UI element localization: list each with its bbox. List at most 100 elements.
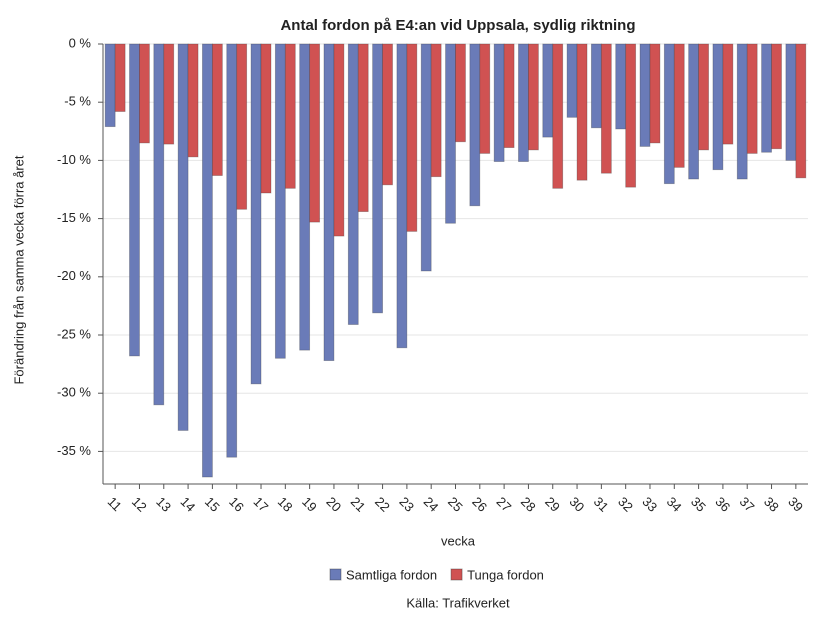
bar bbox=[761, 43, 772, 153]
x-tick-label: 37 bbox=[737, 494, 758, 515]
x-tick-label: 30 bbox=[566, 494, 587, 515]
bar bbox=[615, 43, 627, 130]
x-tick-label: 28 bbox=[518, 494, 539, 515]
y-tick-label: -20 % bbox=[57, 268, 91, 283]
bar bbox=[323, 43, 335, 362]
y-tick-label: 0 % bbox=[69, 35, 92, 50]
bar bbox=[746, 43, 758, 154]
bar bbox=[177, 43, 189, 431]
x-tick-label: 16 bbox=[226, 494, 247, 515]
x-tick-label: 32 bbox=[615, 494, 636, 515]
x-tick-label: 20 bbox=[323, 494, 344, 515]
x-tick-label: 12 bbox=[129, 494, 150, 515]
bar bbox=[600, 43, 612, 174]
bar bbox=[590, 43, 602, 129]
x-tick-label: 24 bbox=[421, 494, 442, 515]
bar bbox=[785, 43, 797, 161]
bar bbox=[736, 43, 748, 180]
bar bbox=[347, 43, 359, 325]
bar bbox=[406, 43, 418, 232]
bar bbox=[542, 43, 554, 138]
bar bbox=[503, 43, 515, 148]
x-tick-label: 13 bbox=[153, 494, 174, 515]
bar bbox=[625, 43, 637, 188]
bar bbox=[202, 43, 213, 478]
y-tick-label: -15 % bbox=[57, 210, 91, 225]
bar bbox=[163, 43, 175, 145]
bar bbox=[712, 43, 724, 171]
bar bbox=[260, 43, 272, 194]
bar bbox=[576, 43, 588, 181]
x-tick-label: 27 bbox=[494, 494, 515, 515]
bar bbox=[649, 43, 661, 144]
x-tick-label: 17 bbox=[250, 494, 271, 515]
x-tick-label: 33 bbox=[639, 494, 660, 515]
x-axis-label: vecka bbox=[441, 533, 476, 548]
bar bbox=[663, 43, 675, 185]
y-tick-label: -10 % bbox=[57, 152, 91, 167]
x-tick-label: 22 bbox=[372, 494, 393, 515]
bar bbox=[333, 43, 345, 237]
bar bbox=[552, 43, 564, 189]
x-tick-label: 18 bbox=[275, 494, 296, 515]
bar bbox=[673, 43, 685, 168]
x-tick-label: 36 bbox=[712, 494, 733, 515]
bar bbox=[139, 43, 150, 144]
source: Källa: Trafikverket bbox=[406, 595, 510, 610]
bar bbox=[236, 43, 248, 210]
x-tick-label: 15 bbox=[202, 494, 223, 515]
bar bbox=[114, 43, 126, 112]
bar bbox=[688, 43, 700, 180]
x-tick-label: 38 bbox=[761, 494, 782, 515]
legend-swatch bbox=[329, 568, 342, 581]
bar bbox=[722, 43, 734, 145]
bar bbox=[566, 43, 578, 118]
bar bbox=[211, 43, 223, 176]
bar bbox=[372, 43, 383, 314]
bar bbox=[226, 43, 238, 458]
x-tick-label: 35 bbox=[688, 494, 709, 515]
legend-label: Samtliga fordon bbox=[346, 567, 437, 582]
bar bbox=[396, 43, 408, 349]
bar bbox=[469, 43, 481, 207]
x-tick-label: 29 bbox=[542, 494, 563, 515]
bar bbox=[771, 43, 782, 150]
bar bbox=[187, 43, 199, 158]
y-tick-label: -35 % bbox=[57, 443, 91, 458]
bar bbox=[357, 43, 369, 213]
y-tick-label: -25 % bbox=[57, 326, 91, 341]
bar bbox=[795, 43, 807, 179]
chart-title: Antal fordon på E4:an vid Uppsala, sydli… bbox=[280, 17, 635, 34]
x-tick-label: 11 bbox=[105, 494, 125, 514]
bar bbox=[274, 43, 286, 359]
bar bbox=[129, 43, 140, 357]
bar bbox=[455, 43, 466, 143]
bar bbox=[698, 43, 709, 151]
legend-label: Tunga fordon bbox=[467, 567, 544, 582]
legend-swatch bbox=[450, 568, 463, 581]
y-axis-label: Förändring från samma vecka förra året bbox=[11, 155, 26, 384]
bar bbox=[420, 43, 432, 272]
x-tick-label: 25 bbox=[445, 494, 466, 515]
bar bbox=[493, 43, 505, 162]
bar bbox=[430, 43, 442, 178]
bar bbox=[153, 43, 165, 406]
x-tick-label: 14 bbox=[178, 494, 199, 515]
x-tick-label: 19 bbox=[299, 494, 320, 515]
bar bbox=[445, 43, 456, 224]
x-tick-label: 23 bbox=[396, 494, 417, 515]
x-tick-label: 31 bbox=[591, 494, 612, 515]
x-tick-label: 21 bbox=[348, 494, 369, 515]
bar bbox=[518, 43, 529, 162]
y-tick-label: -30 % bbox=[57, 385, 91, 400]
bar bbox=[104, 43, 116, 128]
bar bbox=[528, 43, 539, 151]
bar bbox=[250, 43, 262, 385]
bar bbox=[309, 43, 321, 223]
bar bbox=[284, 43, 296, 189]
bar bbox=[479, 43, 491, 154]
bar bbox=[639, 43, 651, 147]
bar bbox=[382, 43, 393, 186]
x-tick-label: 26 bbox=[469, 494, 490, 515]
